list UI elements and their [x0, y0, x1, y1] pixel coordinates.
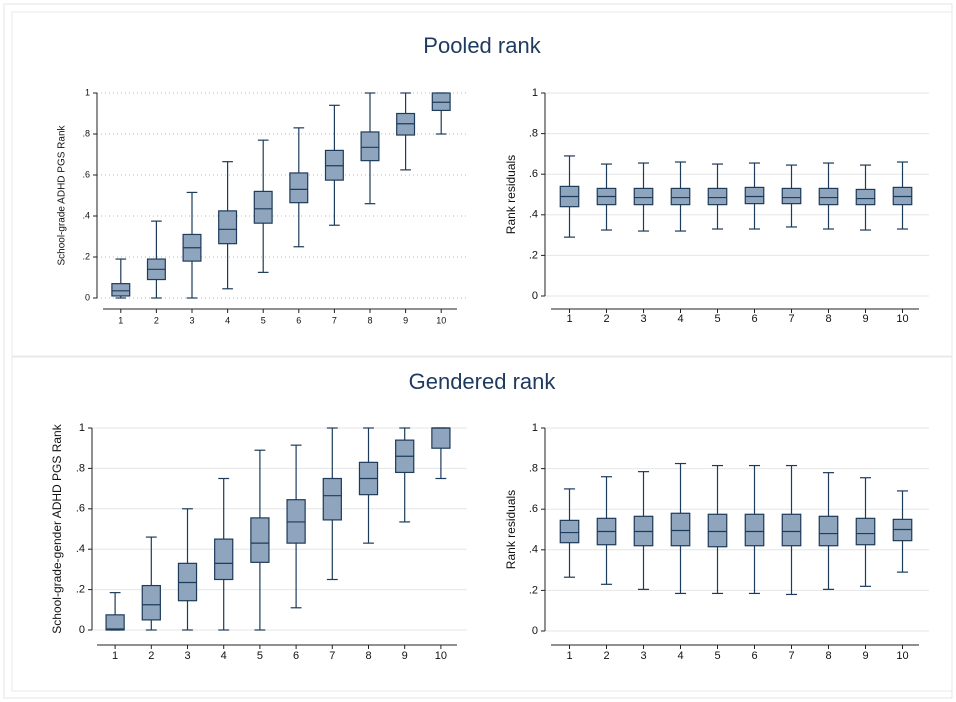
x-tick-label: 10	[896, 650, 908, 662]
x-tick-label: 6	[293, 650, 299, 662]
box	[707, 187, 728, 206]
box	[707, 513, 728, 548]
x-tick-label: 1	[118, 315, 123, 325]
x-tick-label: 1	[112, 650, 118, 662]
x-tick-label: 7	[329, 650, 335, 662]
x-tick-label: 9	[403, 315, 408, 325]
x-tick-label: 6	[751, 313, 757, 325]
panel-title: Pooled rank	[423, 33, 541, 58]
x-tick-label: 10	[435, 650, 447, 662]
x-tick-label: 4	[225, 315, 230, 325]
x-tick-label: 9	[862, 650, 868, 662]
y-tick-label: .6	[529, 168, 538, 180]
x-tick-label: 6	[296, 315, 301, 325]
y-tick-label: .2	[82, 251, 90, 261]
box	[670, 187, 691, 206]
x-tick-label: 8	[367, 315, 372, 325]
x-tick-label: 2	[603, 313, 609, 325]
x-tick-label: 6	[751, 650, 757, 662]
box	[781, 513, 802, 547]
x-tick-label: 2	[148, 650, 154, 662]
y-axis-title: School-grade ADHD PGS Rank	[57, 124, 68, 265]
y-tick-label: 0	[532, 625, 538, 637]
x-tick-label: 7	[332, 315, 337, 325]
y-tick-label: .2	[76, 584, 85, 596]
box	[633, 187, 654, 206]
panel-title: Gendered rank	[409, 369, 557, 394]
x-tick-label: 3	[184, 650, 190, 662]
y-tick-label: .6	[76, 503, 85, 515]
y-tick-label: .2	[529, 584, 538, 596]
box	[105, 614, 125, 631]
box	[744, 513, 765, 547]
box	[818, 515, 839, 547]
panel-frame	[11, 356, 953, 692]
y-tick-label: .6	[529, 503, 538, 515]
panel-frame	[11, 11, 953, 357]
x-tick-label: 4	[221, 650, 227, 662]
y-tick-label: .6	[82, 169, 90, 179]
y-tick-label: .4	[529, 544, 538, 556]
box	[214, 538, 234, 581]
y-tick-label: 1	[532, 422, 538, 434]
box	[781, 187, 802, 205]
y-tick-label: 0	[79, 624, 85, 636]
x-tick-label: 2	[603, 650, 609, 662]
box	[744, 186, 765, 205]
x-tick-label: 5	[714, 650, 720, 662]
y-tick-label: .4	[76, 543, 85, 555]
x-tick-label: 2	[154, 315, 159, 325]
y-tick-label: 1	[79, 422, 85, 434]
x-tick-label: 7	[788, 313, 794, 325]
x-tick-label: 5	[714, 313, 720, 325]
x-tick-label: 4	[677, 313, 683, 325]
box	[360, 131, 380, 162]
y-tick-label: 0	[85, 292, 90, 302]
box	[253, 190, 273, 224]
box	[141, 584, 161, 621]
x-tick-label: 1	[566, 313, 572, 325]
box	[111, 283, 131, 297]
y-tick-label: 1	[85, 87, 90, 97]
box	[431, 427, 451, 449]
x-tick-label: 10	[896, 313, 908, 325]
y-axis-title: Rank residuals	[504, 155, 518, 234]
box	[559, 519, 580, 544]
box	[322, 477, 342, 521]
box	[670, 512, 691, 547]
x-tick-label: 4	[677, 650, 683, 662]
y-tick-label: 0	[532, 290, 538, 302]
y-tick-label: .8	[82, 128, 90, 138]
y-axis-title: School-grade-gender ADHD PGS Rank	[50, 423, 64, 633]
x-tick-label: 5	[261, 315, 266, 325]
x-tick-label: 1	[566, 650, 572, 662]
x-tick-label: 8	[825, 313, 831, 325]
y-tick-label: .2	[529, 249, 538, 261]
box	[289, 172, 309, 204]
y-tick-label: .8	[529, 128, 538, 140]
x-tick-label: 3	[189, 315, 194, 325]
x-tick-label: 7	[788, 650, 794, 662]
x-tick-label: 9	[862, 313, 868, 325]
x-tick-label: 8	[365, 650, 371, 662]
x-tick-label: 3	[640, 650, 646, 662]
y-tick-label: .4	[529, 209, 538, 221]
box	[855, 517, 876, 546]
y-tick-label: 1	[532, 87, 538, 99]
x-tick-label: 9	[402, 650, 408, 662]
box	[250, 517, 270, 563]
box	[818, 187, 839, 206]
y-tick-label: .4	[82, 210, 90, 220]
box	[855, 188, 876, 206]
x-tick-label: 3	[640, 313, 646, 325]
y-tick-label: .8	[529, 463, 538, 475]
x-tick-label: 10	[436, 315, 446, 325]
box	[218, 210, 238, 245]
y-tick-label: .8	[76, 462, 85, 474]
x-tick-label: 8	[825, 650, 831, 662]
y-axis-title: Rank residuals	[504, 490, 518, 569]
x-tick-label: 5	[257, 650, 263, 662]
